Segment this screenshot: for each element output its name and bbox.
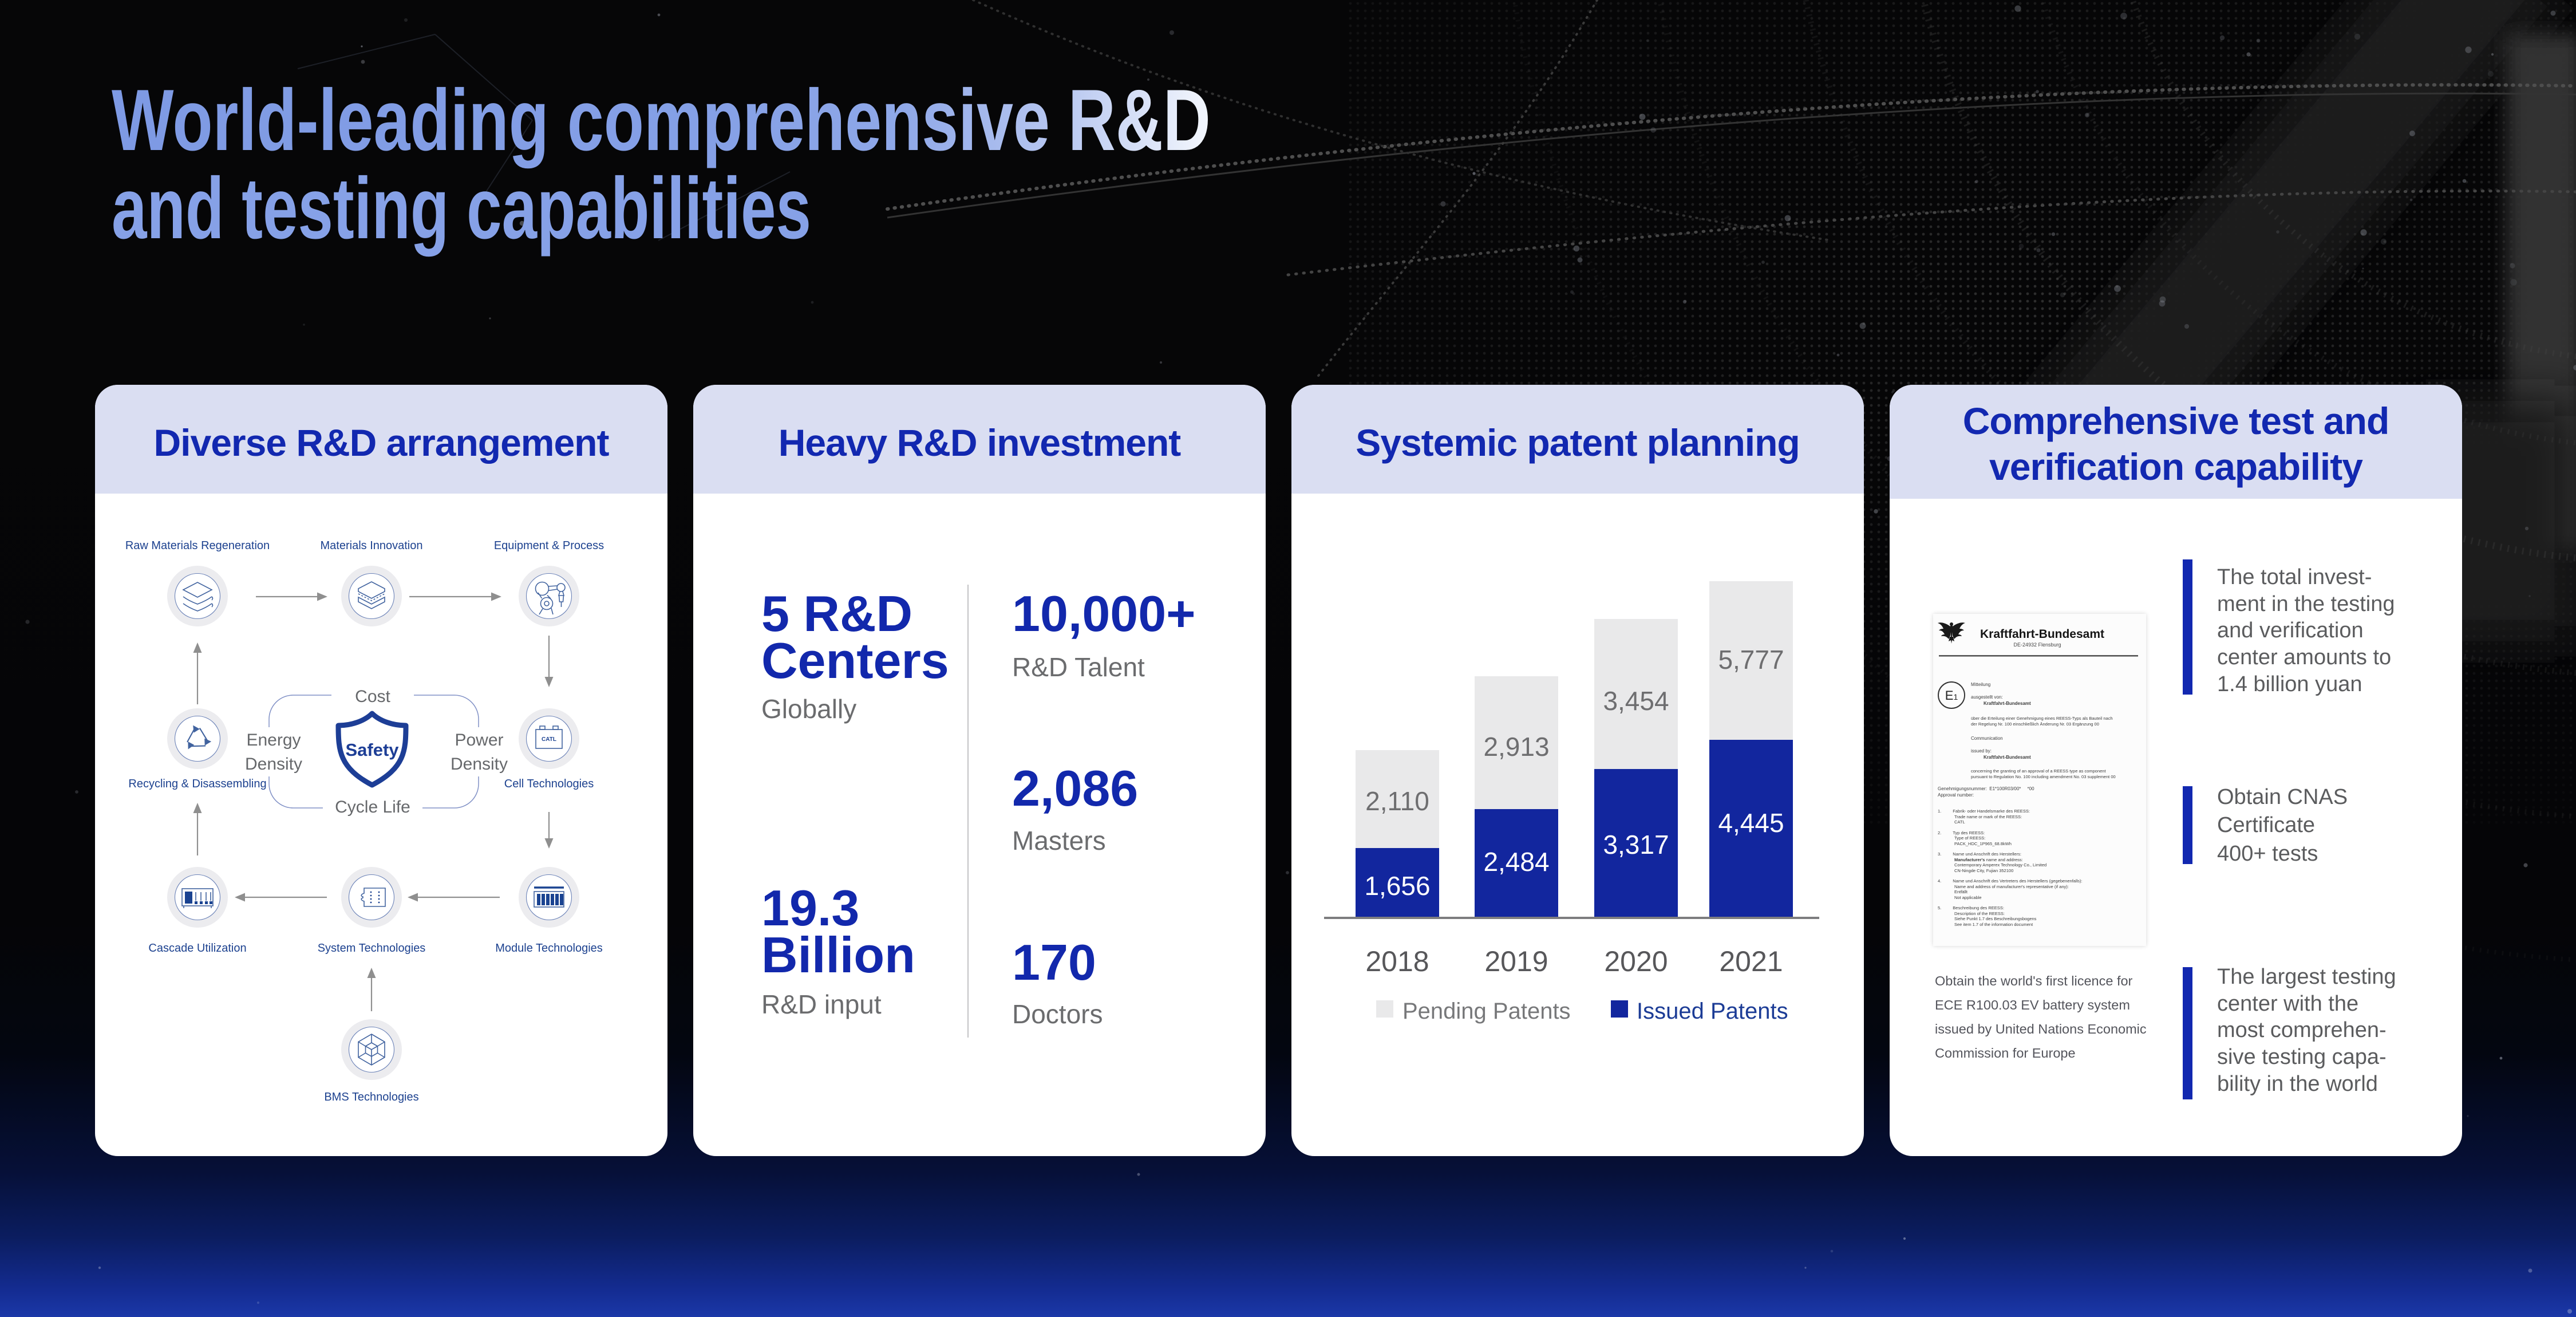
- svg-text:Cascade Utilization: Cascade Utilization: [148, 942, 246, 955]
- svg-text:Equipment & Process: Equipment & Process: [494, 539, 604, 552]
- svg-text:Cell Technologies: Cell Technologies: [504, 778, 594, 790]
- svg-text:Density: Density: [245, 755, 302, 774]
- svg-text:Module Technologies: Module Technologies: [495, 942, 603, 955]
- svg-text:Cost: Cost: [355, 687, 390, 706]
- svg-text:Density: Density: [451, 755, 508, 774]
- svg-text:Power: Power: [455, 731, 503, 750]
- svg-text:Cycle Life: Cycle Life: [335, 798, 410, 817]
- svg-text:System Technologies: System Technologies: [318, 942, 426, 955]
- svg-text:Materials Innovation: Materials Innovation: [321, 539, 423, 552]
- svg-text:BMS Technologies: BMS Technologies: [324, 1091, 418, 1103]
- svg-text:Energy: Energy: [246, 731, 301, 750]
- svg-text:Raw Materials Regeneration: Raw Materials Regeneration: [125, 539, 270, 552]
- svg-text:CATL: CATL: [542, 736, 556, 743]
- svg-text:Safety: Safety: [345, 740, 399, 760]
- svg-text:Recycling & Disassembling: Recycling & Disassembling: [128, 778, 266, 790]
